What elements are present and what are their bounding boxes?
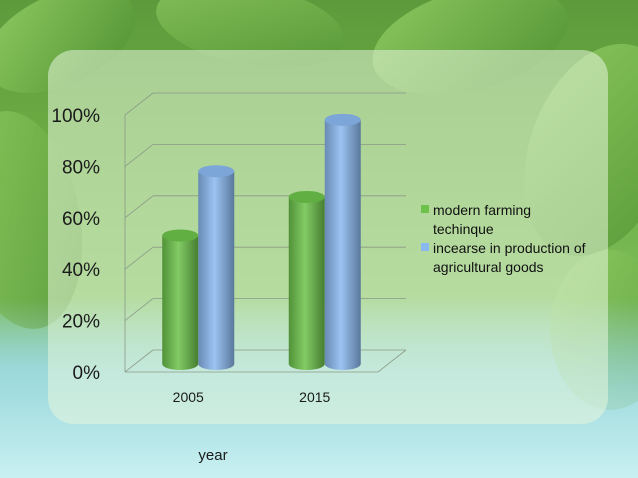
bar-2005-series-2 [198,171,235,370]
bar-2015-series-2-top [324,113,361,126]
x-axis-title: year [198,447,227,464]
gridline-diagonal [124,298,154,321]
x-axis: 2005 2015 [173,389,331,405]
legend-swatch-series-2 [421,243,429,251]
gridline-diagonal [124,92,154,116]
x-tick-label: 2015 [299,389,330,405]
y-tick-label: 40% [62,260,100,281]
x-tick-label: 2005 [173,389,204,405]
bar-2005-series-1-top [162,229,199,242]
gridline-diagonal [124,349,154,373]
y-tick-label: 0% [73,363,101,384]
legend-label-series-1-line-1: modern farming [433,202,531,218]
gridline-diagonal [124,246,154,270]
gridlines [124,92,407,373]
y-axis: 0% 20% 40% 60% 80% 100% [51,106,100,384]
floor-edge [377,349,407,373]
legend-label-series-2-line-1: incearse in production of [433,240,586,256]
legend-label-series-1-line-2: techinque [433,221,494,237]
bar-2015-series-1 [288,196,325,370]
gridline-diagonal [124,195,154,219]
gridline-diagonal [124,144,154,167]
y-tick-label: 100% [51,106,100,127]
legend-swatch-series-1 [421,205,429,213]
y-tick-label: 20% [62,312,100,333]
bar-2005-series-2-top [198,165,235,178]
bar-2015-series-1-top [288,190,325,203]
y-tick-label: 60% [62,209,100,230]
legend-label-series-2-line-2: agricultural goods [433,259,544,275]
bar-2005-series-1 [162,235,199,370]
bar-2015-series-2 [324,119,361,370]
y-tick-label: 80% [62,157,100,178]
legend: modern farming techinque incearse in pro… [421,202,586,275]
bars [162,113,361,370]
